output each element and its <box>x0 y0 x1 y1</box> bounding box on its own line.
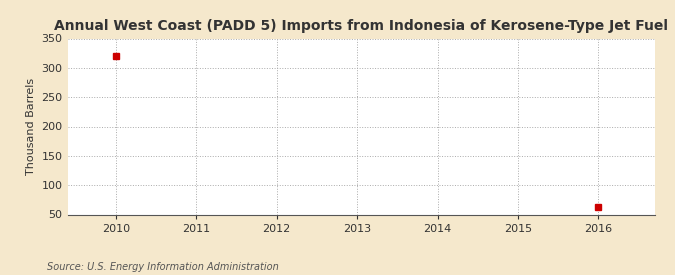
Text: Source: U.S. Energy Information Administration: Source: U.S. Energy Information Administ… <box>47 262 279 272</box>
Title: Annual West Coast (PADD 5) Imports from Indonesia of Kerosene-Type Jet Fuel: Annual West Coast (PADD 5) Imports from … <box>54 19 668 33</box>
Y-axis label: Thousand Barrels: Thousand Barrels <box>26 78 36 175</box>
